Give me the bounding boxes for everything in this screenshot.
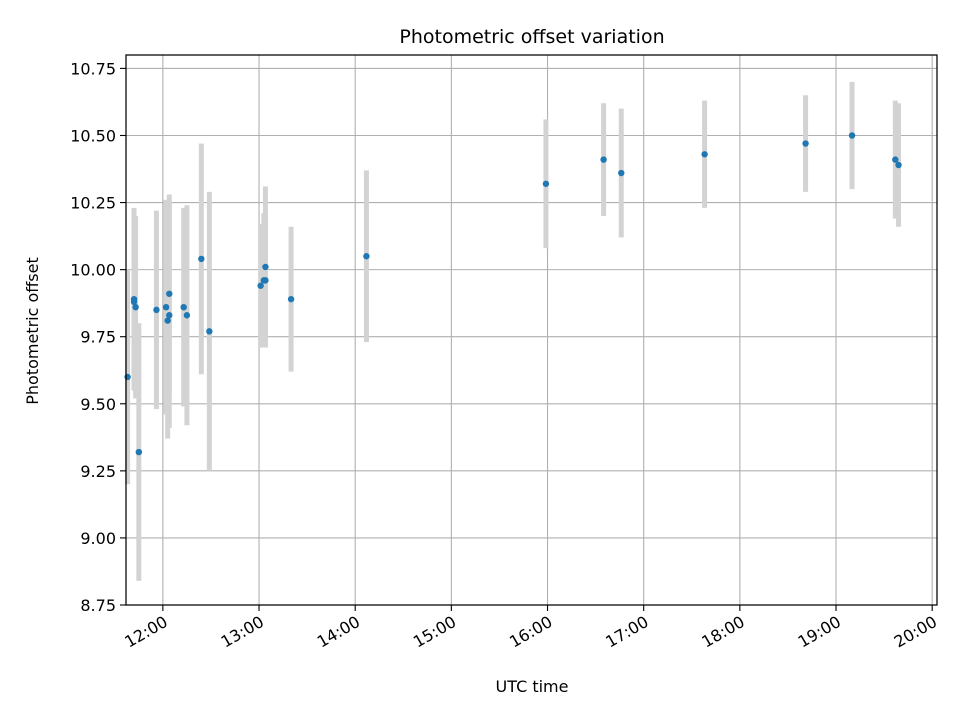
data-point bbox=[363, 253, 370, 260]
y-tick-label: 9.25 bbox=[80, 462, 116, 481]
y-axis-ticks: 8.75 9.00 9.25 9.50 9.75 10.00 10.25 10.50 10.75 bbox=[70, 59, 126, 615]
y-tick-label: 10.25 bbox=[70, 194, 116, 213]
chart-title: Photometric offset variation bbox=[399, 26, 664, 48]
data-point bbox=[162, 303, 170, 311]
data-point bbox=[198, 255, 205, 263]
plot-frame bbox=[125, 54, 938, 606]
data-point bbox=[262, 277, 269, 284]
data-point bbox=[848, 132, 856, 139]
data-point bbox=[618, 169, 625, 177]
data-point bbox=[153, 306, 160, 314]
data-point bbox=[206, 328, 213, 335]
y-tick-label: 9.50 bbox=[80, 395, 116, 414]
data-point bbox=[802, 140, 809, 147]
data-point bbox=[124, 373, 131, 381]
data-point bbox=[892, 156, 899, 163]
y-tick-label: 8.75 bbox=[80, 596, 116, 615]
data-point bbox=[262, 263, 269, 271]
data-point bbox=[130, 298, 138, 306]
y-tick-label: 10.00 bbox=[70, 261, 116, 280]
data-point bbox=[166, 290, 173, 297]
x-axis-title: UTC time bbox=[496, 677, 569, 696]
data-point bbox=[257, 282, 264, 289]
grid-lines bbox=[126, 55, 937, 606]
y-tick-label: 10.50 bbox=[70, 126, 116, 145]
data-point bbox=[135, 448, 143, 456]
y-tick-label: 10.75 bbox=[70, 59, 116, 78]
y-tick-label: 9.75 bbox=[80, 328, 116, 347]
data-points bbox=[124, 132, 902, 456]
data-point bbox=[183, 312, 191, 319]
data-point bbox=[895, 161, 902, 169]
data-point bbox=[166, 312, 173, 319]
data-point bbox=[600, 156, 607, 163]
data-point bbox=[164, 317, 171, 324]
data-point bbox=[287, 295, 295, 303]
data-point bbox=[701, 151, 708, 158]
data-point bbox=[542, 180, 550, 187]
y-tick-label: 9.00 bbox=[80, 529, 116, 548]
data-point bbox=[180, 303, 187, 311]
data-point bbox=[132, 303, 139, 311]
y-axis-title: Photometric offset bbox=[23, 257, 42, 405]
